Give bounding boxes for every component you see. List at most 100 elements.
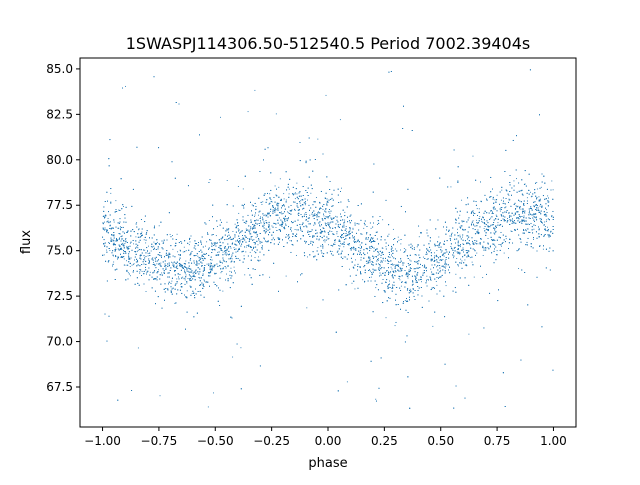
data-point bbox=[376, 224, 378, 225]
data-point bbox=[232, 238, 234, 240]
data-point bbox=[503, 202, 505, 204]
data-point bbox=[222, 290, 224, 292]
data-point bbox=[147, 251, 148, 253]
data-point bbox=[500, 199, 502, 201]
data-point bbox=[426, 279, 428, 280]
data-point bbox=[482, 277, 484, 279]
data-point bbox=[106, 249, 108, 251]
data-point bbox=[249, 246, 251, 248]
data-point bbox=[331, 217, 333, 219]
data-point bbox=[343, 256, 345, 258]
data-point bbox=[110, 192, 112, 194]
data-point bbox=[195, 255, 197, 256]
data-point bbox=[240, 239, 242, 241]
data-point bbox=[479, 216, 481, 218]
data-point bbox=[332, 233, 334, 234]
data-point bbox=[160, 265, 161, 267]
data-point bbox=[533, 228, 535, 230]
data-point bbox=[368, 256, 370, 258]
data-point bbox=[534, 213, 536, 214]
data-point bbox=[104, 221, 105, 223]
data-point bbox=[501, 189, 503, 191]
data-point bbox=[513, 180, 515, 182]
data-point bbox=[254, 89, 256, 91]
data-point bbox=[463, 249, 465, 251]
data-point bbox=[272, 222, 274, 224]
data-point bbox=[188, 271, 190, 273]
data-point bbox=[190, 278, 192, 280]
data-point bbox=[168, 257, 169, 259]
data-point bbox=[398, 239, 400, 241]
data-point bbox=[119, 228, 121, 230]
data-point bbox=[300, 200, 302, 202]
data-point bbox=[203, 279, 205, 281]
data-point bbox=[196, 260, 198, 262]
data-point bbox=[154, 264, 156, 266]
data-point bbox=[313, 214, 315, 216]
data-point bbox=[232, 356, 234, 358]
data-point bbox=[285, 223, 287, 225]
data-point bbox=[262, 201, 264, 203]
data-point bbox=[440, 251, 442, 253]
data-point bbox=[426, 275, 428, 277]
data-point bbox=[416, 246, 418, 248]
data-point bbox=[255, 236, 257, 238]
data-point bbox=[404, 300, 406, 302]
data-point bbox=[517, 205, 519, 207]
data-point bbox=[259, 259, 261, 261]
data-point bbox=[177, 268, 179, 270]
data-point bbox=[115, 247, 117, 249]
data-point bbox=[360, 250, 362, 252]
data-point bbox=[254, 257, 256, 259]
data-point bbox=[494, 245, 496, 247]
data-point bbox=[107, 217, 109, 219]
data-point bbox=[137, 347, 139, 349]
data-point bbox=[505, 238, 507, 240]
data-point bbox=[253, 239, 255, 241]
data-point bbox=[255, 232, 257, 234]
data-point bbox=[226, 180, 228, 181]
data-point bbox=[147, 250, 148, 252]
data-point bbox=[182, 276, 184, 278]
data-point bbox=[409, 288, 411, 290]
data-point bbox=[389, 280, 391, 282]
data-point bbox=[536, 188, 538, 190]
data-point bbox=[526, 228, 528, 230]
data-point bbox=[478, 208, 480, 210]
data-point bbox=[230, 267, 232, 269]
data-point bbox=[418, 236, 420, 238]
data-point bbox=[377, 259, 379, 261]
data-point bbox=[133, 243, 135, 245]
data-point bbox=[369, 259, 371, 261]
data-point bbox=[382, 247, 384, 249]
data-point bbox=[533, 215, 535, 217]
data-point bbox=[213, 392, 214, 394]
data-point bbox=[400, 285, 402, 287]
data-point bbox=[225, 252, 227, 254]
data-point bbox=[500, 245, 502, 247]
data-point bbox=[125, 241, 127, 243]
data-point bbox=[518, 268, 520, 269]
data-point bbox=[394, 325, 396, 327]
data-point bbox=[397, 236, 399, 238]
data-point bbox=[136, 222, 138, 224]
data-point bbox=[307, 256, 308, 258]
data-point bbox=[231, 256, 233, 258]
data-point bbox=[534, 225, 536, 226]
data-point bbox=[185, 260, 187, 262]
data-point bbox=[154, 265, 156, 267]
data-point bbox=[143, 259, 145, 261]
data-point bbox=[339, 119, 341, 121]
data-point bbox=[247, 237, 249, 239]
data-point bbox=[313, 224, 315, 226]
data-point bbox=[214, 272, 216, 274]
data-point bbox=[524, 183, 526, 185]
data-point bbox=[157, 271, 159, 273]
data-point bbox=[464, 229, 466, 231]
data-point bbox=[251, 204, 253, 206]
data-point bbox=[104, 246, 106, 247]
data-point bbox=[153, 261, 155, 263]
data-point bbox=[183, 278, 185, 280]
data-point bbox=[113, 255, 114, 257]
data-point bbox=[225, 249, 227, 251]
